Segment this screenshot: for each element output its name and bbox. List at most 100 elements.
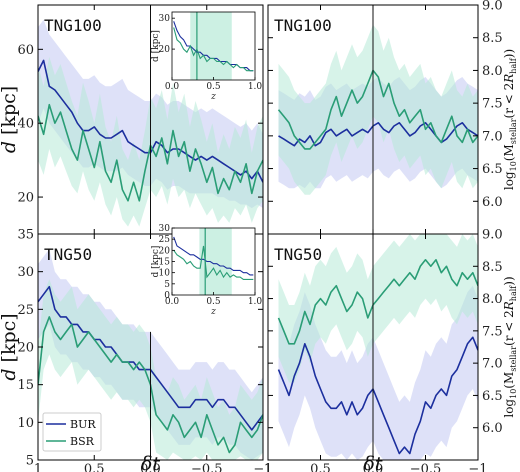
x-axis-label: δt [363,453,382,472]
y-axis-label-rest: (r < 2 [502,83,516,119]
series-line-bsr [277,69,478,150]
y-axis-label: d [kpc] [0,86,20,153]
inset-y-label: d [kpc] [151,246,161,278]
panel-title: TNG50 [274,245,322,264]
inset-x-tick-label: 0.0 [165,297,180,307]
inset-y-tick-label: 10 [159,269,171,279]
y-tick-label: 60 [17,43,34,58]
y-tick-label: 10 [17,416,34,431]
y-axis-label-log: log [502,399,516,418]
y-axis-label: log10(Mstellar(r < 2Rhalf)) [502,49,518,190]
legend-label-bsr: BSR [70,435,95,448]
y-axis-label: d [kpc] [0,313,20,380]
y-axis-label-mass: (M [502,144,516,161]
y-tick-label: 8.5 [482,31,503,46]
inset-series-bur [173,236,254,276]
x-tick-label: 0.0 [140,462,161,472]
y-tick-label: 9.0 [482,228,503,243]
panel-2: 6.0 6.5 7.0 7.5 8.0 8.5 9.0 TNG100 log10(Mstella… [267,0,518,235]
inset-y-tick-label: 30 [159,224,171,234]
legend-label-bur: BUR [70,418,96,431]
inset-x-tick-label: 0.0 [165,82,180,92]
y-tick-label: 25 [17,303,34,318]
inset-shade [199,228,232,295]
x-tick-label: 0.5 [310,462,331,472]
inset-y-tick-label: 5 [164,280,170,290]
y-tick-label: 6.0 [482,195,503,210]
series-line-bur [277,336,478,455]
y-axis-label-sub: stellar [509,118,518,144]
y-axis-label-var: d [0,141,20,153]
inset-x-label: z [210,92,216,102]
y-tick-label: 6.5 [482,389,503,404]
y-axis-label-sub: stellar [509,346,518,372]
x-tick-label: 1 [34,462,42,472]
inset-y-tick-label: 0 [164,291,170,301]
band-bur [278,285,478,460]
x-tick-label: −1 [468,462,487,472]
x-axis-label: δt [141,453,160,472]
y-axis-label-R: R [502,301,516,311]
inset-y-tick-label: 30 [159,14,171,24]
panel-1: 20 40 60 TNG100 d [kpc] 0.0 0.5 1.0 20 30 z d [kpc] [0,4,264,235]
plot-area [277,234,478,460]
inset-y-tick-label: 20 [159,45,171,55]
series-line-bur [278,122,478,147]
x-tick-label: 0.5 [84,462,105,472]
plot-area [277,5,478,234]
inset-x-label: z [210,307,216,317]
x-tick-label: −0.5 [410,462,442,472]
inset-series-bsr [173,245,254,280]
inset-x-tick-label: 0.5 [206,297,221,307]
y-tick-label: 8.0 [482,292,503,307]
y-tick-label: 35 [17,228,34,243]
inset-y-tick-label: 20 [159,246,171,256]
panel-4: 1 0.5 0.0 −0.5 −1 6.0 6.5 7.0 7.5 8.0 8.5 9.0 TNG50 l… [264,228,518,472]
y-axis-label-log: log [502,171,516,190]
y-axis-label-mass: (M [502,372,516,389]
y-axis-label-sub: 10 [509,389,518,399]
inset-series-bsr [173,27,254,72]
y-axis-label-sub: half [509,57,518,73]
y-tick-label: 30 [17,265,34,280]
y-axis-label-sub: 10 [509,161,518,171]
x-tick-label: −0.5 [191,462,223,472]
inset-y-tick-label: 25 [159,235,171,245]
y-axis-label-unit: [kpc] [0,313,20,368]
y-axis-label-R: R [502,74,516,84]
y-tick-label: 20 [17,191,34,206]
plot-area [38,5,263,234]
plot-area [38,249,263,460]
panel-title: TNG100 [274,16,332,35]
inset-x-tick-label: 1.0 [248,82,263,92]
y-axis-label-unit: [kpc] [0,86,20,141]
band-bsr [278,24,478,195]
y-tick-label: 6.0 [482,421,503,436]
y-tick-label: 5 [26,454,34,469]
y-axis-label-sub: half [509,285,518,301]
y-tick-label: 40 [17,117,34,132]
y-tick-label: 15 [17,378,34,393]
inset-x-tick-label: 1.0 [248,297,263,307]
y-axis-label-rest: (r < 2 [502,310,516,346]
band-bsr [278,234,478,383]
y-tick-label: 8.0 [482,64,503,79]
panel-title: TNG100 [44,16,102,35]
x-tick-label: 0.0 [363,462,384,472]
inset: 0.0 0.5 1.0 20 30 z d [kpc] [151,11,263,102]
x-tick-label: 1 [264,462,272,472]
y-tick-label: 8.5 [482,260,503,275]
y-tick-label: 7.5 [482,97,503,112]
y-tick-label: 6.5 [482,162,503,177]
inset-y-label: d [kpc] [151,30,161,62]
y-tick-label: 7.5 [482,324,503,339]
y-axis-label-close: )) [502,276,516,285]
series-line-bsr [277,259,478,345]
y-axis-label: log10(Mstellar(r < 2Rhalf)) [502,276,518,417]
y-axis-label-var: d [0,369,20,381]
y-tick-label: 7.0 [482,357,503,372]
y-tick-label: 7.0 [482,129,503,144]
